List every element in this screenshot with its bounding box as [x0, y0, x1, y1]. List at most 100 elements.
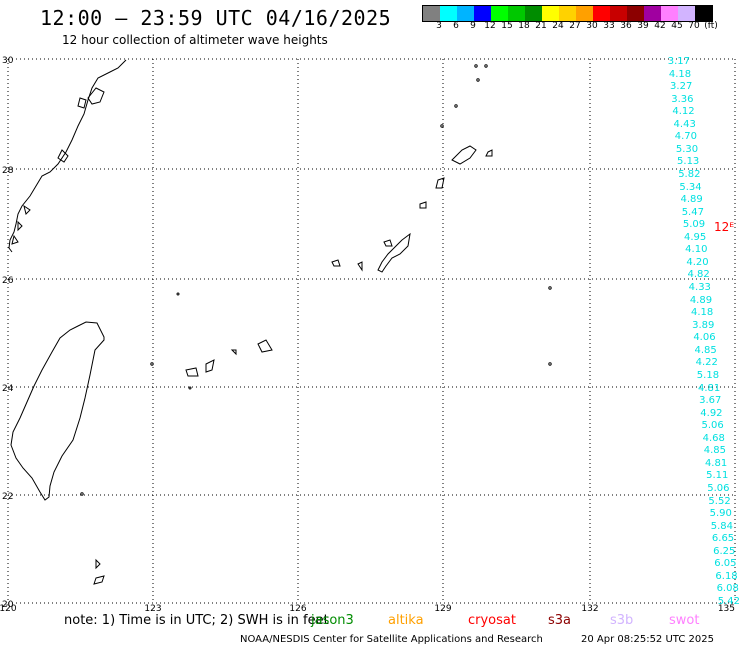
wave-height-value: 5.42 [717, 596, 740, 607]
colorbar-label: 33 [603, 21, 615, 31]
wave-height-value: 5.11 [706, 470, 729, 482]
wave-height-value: 3.27 [670, 81, 693, 93]
wave-height-value: 4.89 [689, 294, 713, 306]
colorbar-label: 70 [688, 21, 700, 31]
latitude-label: 22 [2, 492, 13, 502]
wave-height-value: 3.89 [692, 319, 715, 331]
wave-height-value: 6.08 [716, 583, 739, 595]
colorbar-label: 36 [620, 21, 632, 31]
wave-height-value: 4.95 [684, 231, 707, 243]
mission-s3b: s3b [610, 613, 634, 628]
footer-note: note: 1) Time is in UTC; 2) SWH is in fe… [64, 613, 329, 628]
colorbar-label: 12 [484, 21, 496, 31]
longitude-label: 126 [289, 604, 306, 614]
colorbar-swatch [644, 6, 661, 21]
colorbar-swatch [491, 6, 508, 21]
footer-credit: NOAA/NESDIS Center for Satellite Applica… [240, 634, 543, 645]
amami-coastline [451, 145, 477, 165]
wave-height-value: 5.06 [701, 420, 724, 432]
colorbar-swatch [508, 6, 525, 21]
okinawa-coastline [377, 232, 411, 273]
wave-height-value: 4.20 [686, 256, 709, 268]
wave-height-value: 4.18 [690, 307, 714, 319]
wave-height-value: 4.85 [703, 445, 727, 457]
wave-height-value: 5.30 [675, 143, 699, 155]
colorbar-swatch [627, 6, 644, 21]
wave-height-value: 5.06 [707, 482, 730, 494]
mission-jason3: jason3 [311, 613, 354, 628]
colorbar-labels: 3 6 9 12 15 18 21 24 27 30 33 36 39 42 45 70 (ft) [422, 21, 740, 33]
longitude-label: 129 [434, 604, 451, 614]
mission-cryosat: cryosat [468, 613, 516, 628]
wave-height-value: 4.06 [693, 332, 716, 344]
colorbar-label: 18 [518, 21, 530, 31]
wave-height-value: 4.89 [680, 194, 703, 206]
mission-altika: altika [388, 613, 424, 628]
wave-height-value: 6.05 [714, 558, 737, 570]
wave-height-value: 4.68 [702, 432, 725, 444]
wave-height-value: 4.43 [673, 118, 696, 130]
wave-height-value: 4.22 [695, 357, 718, 369]
wave-height-value: 4.12 [672, 106, 695, 118]
wave-height-value: 4.85 [694, 344, 717, 356]
colorbar-label: 9 [470, 21, 476, 31]
wave-height-value: 3.67 [699, 395, 722, 407]
longitude-labels: 120 123 126 129 132 135 [0, 604, 735, 614]
wave-height-value: 3.36 [671, 93, 694, 105]
colorbar-swatch [440, 6, 457, 21]
longitude-label: 132 [581, 604, 598, 614]
latitude-labels: 30 28 26 24 22 20 [2, 56, 14, 610]
wave-height-value: 4.70 [674, 131, 697, 143]
wave-height-value: 5.34 [679, 181, 702, 193]
colorbar-swatch [525, 6, 542, 21]
page-subtitle: 12 hour collection of altimeter wave hei… [62, 33, 328, 47]
lat-lon-grid [7, 58, 736, 604]
colorbar-swatch [457, 6, 474, 21]
wave-height-value: 5.18 [696, 369, 720, 381]
wave-height-value: 3.17 [667, 56, 690, 67]
colorbar-label: 30 [586, 21, 598, 31]
china-coastline [8, 59, 127, 253]
taiwan-coastline [10, 321, 105, 501]
colorbar-swatch [593, 6, 610, 21]
longitude-label: 135 [718, 604, 735, 614]
colorbar-label: 15 [501, 21, 513, 31]
wave-height-value: 6.25 [713, 545, 736, 557]
colorbar-swatch [559, 6, 576, 21]
wave-height-value: 4.81 [704, 457, 728, 469]
colorbar-swatch [661, 6, 678, 21]
latitude-label: 24 [2, 384, 14, 394]
colorbar-label: 39 [637, 21, 649, 31]
wave-height-value: 5.52 [708, 495, 731, 507]
colorbar-label: 27 [569, 21, 581, 31]
colorbar-label: 24 [552, 21, 564, 31]
colorbar-label: 3 [436, 21, 442, 31]
colorbar-swatch [678, 6, 695, 21]
colorbar-swatch [576, 6, 593, 21]
wave-height-value: 5.09 [682, 219, 706, 231]
latitude-label: 30 [2, 56, 14, 66]
sakishima-coastline [185, 367, 199, 377]
wave-height-value: 4.82 [687, 269, 710, 281]
wave-height-value: 5.82 [678, 169, 701, 181]
colorbar-label: 45 [671, 21, 683, 31]
wave-height-value: 4.81 [697, 382, 721, 394]
latitude-label: 28 [2, 166, 14, 176]
wave-height-value: 5.90 [709, 508, 732, 520]
latitude-label: 26 [2, 276, 14, 286]
wave-height-value: 5.84 [710, 520, 734, 532]
colorbar-label: 6 [453, 21, 459, 31]
wave-height-value: 5.13 [677, 156, 700, 168]
wave-height-value: 4.92 [700, 407, 723, 419]
colorbar-label: (ft) [704, 21, 718, 31]
colorbar-swatch [542, 6, 559, 21]
wave-height-value: 5.47 [681, 206, 704, 218]
longitude-label: 120 [0, 604, 17, 614]
page-title: 12:00 – 23:59 UTC 04/16/2025 [40, 6, 392, 30]
colorbar-legend [422, 5, 713, 22]
pass-time-label: 12ᴱ [714, 220, 735, 234]
wave-height-value: 6.65 [711, 533, 735, 545]
wave-height-value: 4.33 [688, 282, 711, 294]
latitude-label: 20 [2, 600, 14, 610]
